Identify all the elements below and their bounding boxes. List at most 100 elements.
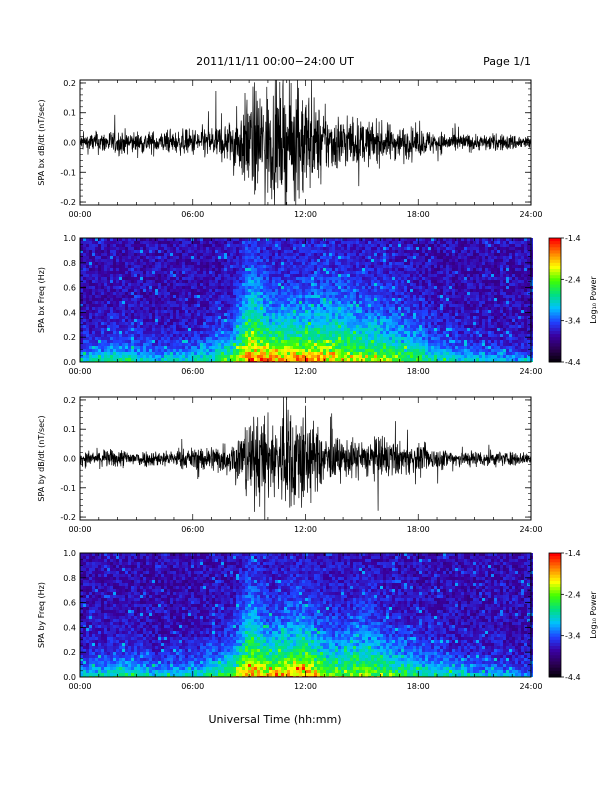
spectrogram-cell bbox=[377, 295, 380, 298]
spectrogram-cell bbox=[317, 265, 320, 268]
spectrogram-cell bbox=[314, 346, 317, 349]
spectrogram-cell bbox=[302, 343, 305, 346]
spectrogram-cell bbox=[335, 337, 338, 340]
spectrogram-cell bbox=[146, 358, 149, 361]
spectrogram-cell bbox=[353, 271, 356, 274]
spectrogram-cell bbox=[356, 277, 359, 280]
spectrogram-cell bbox=[221, 352, 224, 355]
spectrogram-cell bbox=[200, 355, 203, 358]
spectrogram-cell bbox=[248, 343, 251, 346]
spectrogram-cell bbox=[398, 244, 401, 247]
spectrogram-cell bbox=[176, 271, 179, 274]
spectrogram-cell bbox=[146, 265, 149, 268]
spectrogram-cell bbox=[107, 292, 110, 295]
spectrogram-cell bbox=[122, 358, 125, 361]
spectrogram-cell bbox=[416, 271, 419, 274]
spectrogram-cell bbox=[107, 271, 110, 274]
spectrogram-cell bbox=[392, 268, 395, 271]
spectrogram-cell bbox=[203, 316, 206, 319]
spectrogram-cell bbox=[359, 295, 362, 298]
spectrogram-cell bbox=[218, 313, 221, 316]
spectrogram-cell bbox=[260, 268, 263, 271]
spectrogram-cell bbox=[287, 352, 290, 355]
spectrogram-cell bbox=[407, 343, 410, 346]
spectrogram-cell bbox=[404, 358, 407, 361]
spectrogram-cell bbox=[332, 307, 335, 310]
spectrogram-cell bbox=[374, 349, 377, 352]
spectrogram-cell bbox=[380, 334, 383, 337]
spectrogram-cell bbox=[125, 244, 128, 247]
spectrogram-cell bbox=[425, 244, 428, 247]
spectrogram-cell bbox=[404, 337, 407, 340]
spectrogram-cell bbox=[86, 349, 89, 352]
spectrogram-cell bbox=[269, 268, 272, 271]
spectrogram-cell bbox=[125, 319, 128, 322]
spectrogram-cell bbox=[329, 286, 332, 289]
spectrogram-cell bbox=[317, 322, 320, 325]
spectrogram-cell bbox=[404, 250, 407, 253]
spectrogram-cell bbox=[191, 334, 194, 337]
spectrogram-cell bbox=[86, 304, 89, 307]
spectrogram-cell bbox=[335, 265, 338, 268]
spectrogram-cell bbox=[119, 355, 122, 358]
spectrogram-cell bbox=[137, 262, 140, 265]
spectrogram-cell bbox=[80, 247, 83, 250]
spectrogram-cell bbox=[347, 355, 350, 358]
spectrogram-cell bbox=[233, 253, 236, 256]
spectrogram-cell bbox=[212, 280, 215, 283]
spectrogram-cell bbox=[95, 274, 98, 277]
spectrogram-cell bbox=[359, 316, 362, 319]
spectrogram-cell bbox=[311, 292, 314, 295]
spectrogram-cell bbox=[107, 352, 110, 355]
spectrogram-cell bbox=[215, 280, 218, 283]
spectrogram-cell bbox=[386, 307, 389, 310]
spectrogram-cell bbox=[173, 310, 176, 313]
spectrogram-cell bbox=[389, 331, 392, 334]
spectrogram-cell bbox=[245, 298, 248, 301]
spectrogram-cell bbox=[362, 268, 365, 271]
spectrogram-cell bbox=[173, 262, 176, 265]
spectrogram-cell bbox=[368, 304, 371, 307]
spectrogram-cell bbox=[395, 256, 398, 259]
spectrogram-cell bbox=[383, 337, 386, 340]
spectrogram-cell bbox=[338, 286, 341, 289]
spectrogram-cell bbox=[245, 262, 248, 265]
spectrogram-cell bbox=[230, 343, 233, 346]
spectrogram-cell bbox=[83, 265, 86, 268]
spectrogram-cell bbox=[347, 250, 350, 253]
spectrogram-cell bbox=[281, 325, 284, 328]
spectrogram-cell bbox=[101, 289, 104, 292]
spectrogram-cell bbox=[161, 316, 164, 319]
spectrogram-cell bbox=[347, 256, 350, 259]
spectrogram-cell bbox=[227, 352, 230, 355]
spectrogram-cell bbox=[158, 256, 161, 259]
spectrogram-cell bbox=[164, 343, 167, 346]
spectrogram-cell bbox=[98, 268, 101, 271]
spectrogram-cell bbox=[275, 325, 278, 328]
spectrogram-cell bbox=[344, 298, 347, 301]
spectrogram-cell bbox=[134, 277, 137, 280]
spectrogram-cell bbox=[89, 250, 92, 253]
spectrogram-cell bbox=[89, 247, 92, 250]
spectrogram-cell bbox=[359, 307, 362, 310]
spectrogram-cell bbox=[284, 238, 287, 241]
spectrogram-cell bbox=[386, 346, 389, 349]
spectrogram-cell bbox=[212, 253, 215, 256]
spectrogram-cell bbox=[170, 325, 173, 328]
spectrogram-cell bbox=[167, 355, 170, 358]
spectrogram-cell bbox=[377, 259, 380, 262]
spectrogram-cell bbox=[332, 355, 335, 358]
spectrogram-cell bbox=[392, 334, 395, 337]
spectrogram-cell bbox=[401, 274, 404, 277]
spectrogram-cell bbox=[218, 304, 221, 307]
spectrogram-cell bbox=[308, 337, 311, 340]
spectrogram-cell bbox=[125, 277, 128, 280]
spectrogram-cell bbox=[92, 349, 95, 352]
spectrogram-cell bbox=[326, 355, 329, 358]
spectrogram-cell bbox=[110, 292, 113, 295]
spectrogram-cell bbox=[341, 292, 344, 295]
spectrogram-cell bbox=[371, 256, 374, 259]
spectrogram-cell bbox=[284, 301, 287, 304]
spectrogram-cell bbox=[251, 280, 254, 283]
spectrogram-cell bbox=[224, 295, 227, 298]
